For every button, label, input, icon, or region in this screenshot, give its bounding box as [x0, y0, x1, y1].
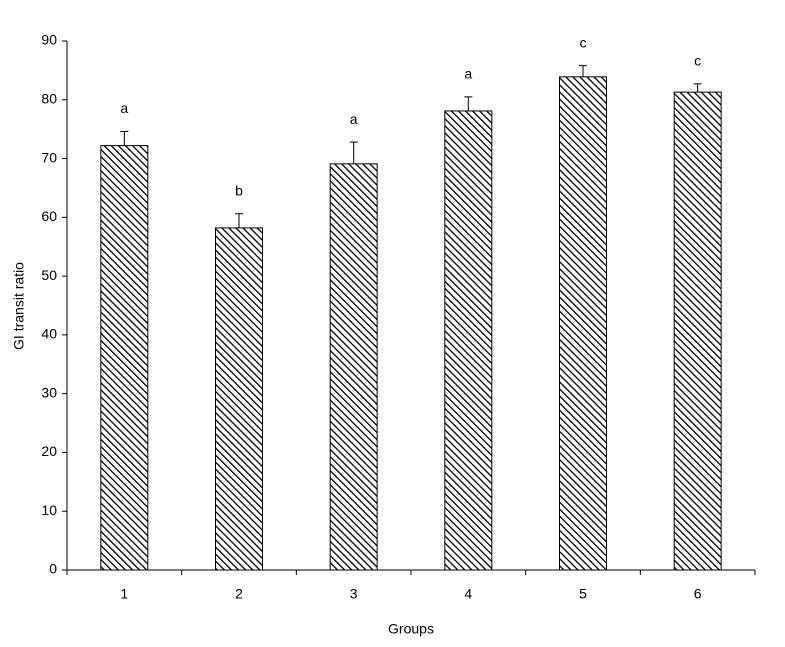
- y-tick-label: 20: [41, 443, 57, 459]
- significance-label: a: [464, 66, 472, 82]
- significance-label: a: [350, 111, 358, 127]
- error-bar: [464, 96, 473, 111]
- bar: [559, 76, 607, 571]
- y-tick-label: 10: [41, 502, 57, 518]
- error-bar: [693, 83, 702, 93]
- significance-label: c: [580, 34, 587, 50]
- x-axis-label: Groups: [388, 621, 434, 637]
- error-bar: [235, 213, 243, 228]
- y-tick-label: 90: [41, 32, 57, 48]
- y-tick-label: 30: [41, 384, 57, 400]
- x-tick-label: 2: [235, 586, 243, 602]
- bar: [215, 227, 263, 571]
- y-tick-label: 50: [41, 267, 57, 283]
- bar: [329, 163, 378, 571]
- significance-label: b: [235, 183, 243, 199]
- significance-label: c: [694, 53, 701, 69]
- bar: [444, 110, 493, 571]
- x-tick-label: 5: [579, 586, 587, 602]
- y-tick-label: 60: [41, 208, 57, 224]
- error-bar: [579, 65, 587, 77]
- bar: [100, 145, 149, 571]
- y-axis-label: GI transit ratio: [11, 262, 27, 350]
- error-bar: [120, 131, 129, 146]
- significance-label: a: [120, 100, 128, 116]
- x-tick-label: 4: [464, 586, 472, 602]
- x-tick-label: 1: [120, 586, 128, 602]
- y-tick-label: 0: [49, 561, 57, 577]
- x-tick-label: 6: [694, 586, 702, 602]
- error-bar: [349, 141, 358, 164]
- bar: [673, 91, 722, 571]
- x-tick-label: 3: [350, 586, 358, 602]
- y-tick-label: 40: [41, 326, 57, 342]
- y-tick-label: 70: [41, 149, 57, 165]
- y-tick-label: 80: [41, 90, 57, 106]
